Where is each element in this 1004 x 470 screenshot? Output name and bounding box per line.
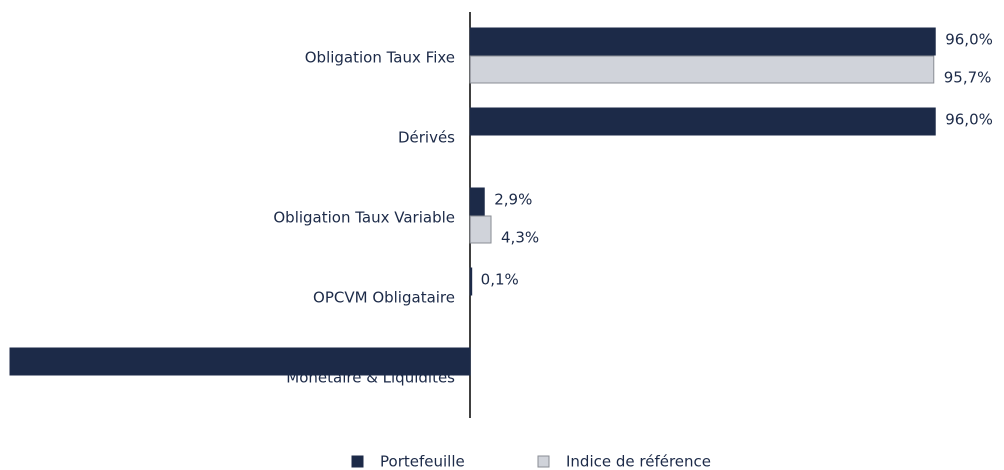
legend-swatch (537, 455, 550, 468)
category-label: OPCVM Obligataire (313, 289, 455, 307)
bar (469, 107, 936, 136)
bar (469, 27, 936, 56)
legend-swatch (351, 455, 364, 468)
value-label: 95,7% (944, 69, 992, 87)
bar (9, 347, 471, 376)
legend-label: Portefeuille (380, 453, 465, 470)
value-label: 2,9% (494, 191, 532, 209)
value-label: 96,0% (945, 111, 993, 129)
bar (469, 267, 473, 296)
legend-label: Indice de référence (566, 453, 711, 470)
bar (469, 55, 935, 84)
value-label: 96,0% (945, 31, 993, 49)
value-label: 4,3% (501, 229, 539, 247)
category-label: Obligation Taux Fixe (305, 49, 455, 67)
value-label: 0,1% (481, 271, 519, 289)
category-label: Dérivés (398, 129, 455, 147)
category-label: Obligation Taux Variable (273, 209, 455, 227)
bar (469, 215, 492, 244)
bar (469, 187, 485, 216)
